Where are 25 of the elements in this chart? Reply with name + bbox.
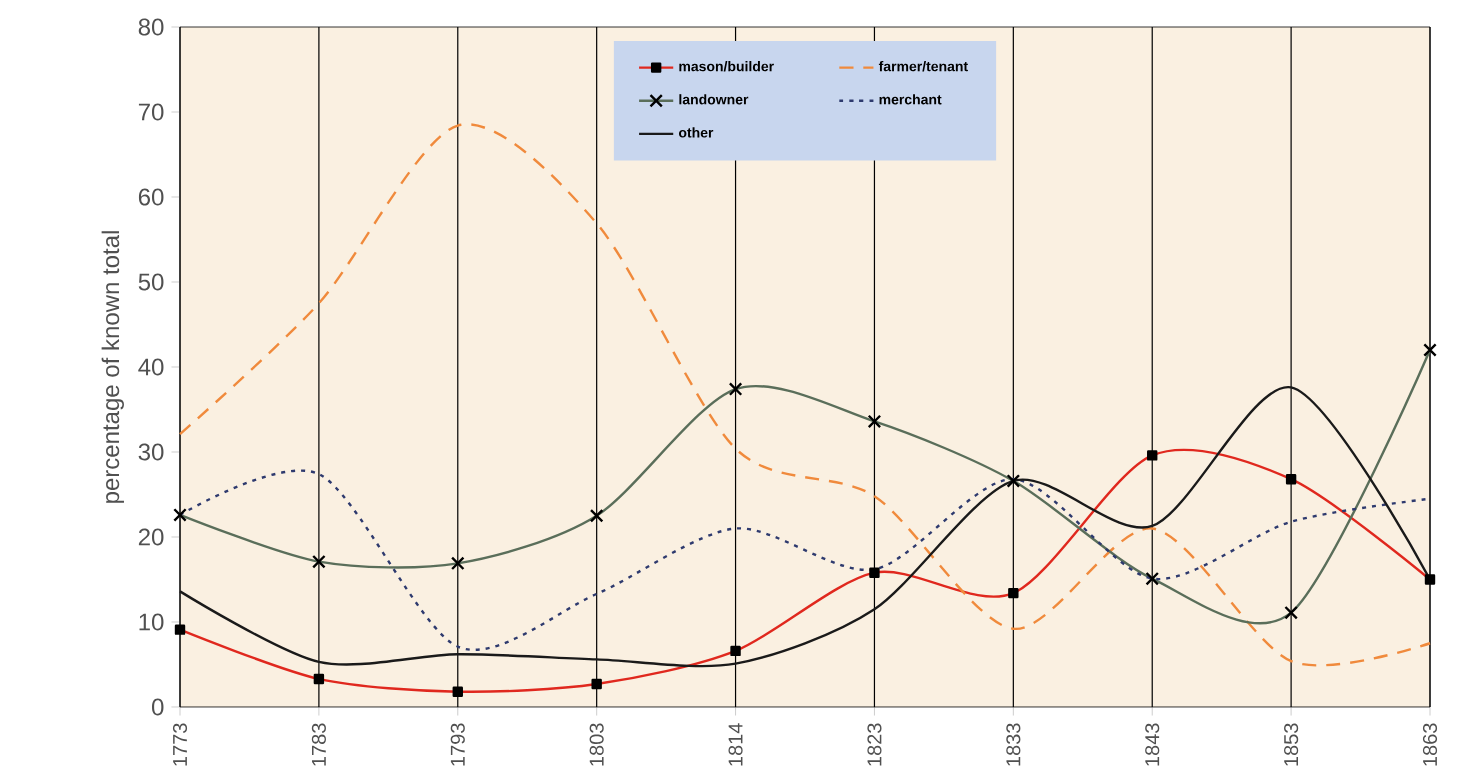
y-tick-label: 0 <box>152 698 164 716</box>
x-tick-label: 1814 <box>728 723 743 766</box>
y-tick-label: 60 <box>138 188 164 206</box>
y-tick-label: 10 <box>139 613 164 631</box>
y-tick-label: 80 <box>138 18 164 36</box>
y-tick-label: 40 <box>138 358 164 376</box>
y-tick-label: 70 <box>138 103 164 121</box>
legend-label: mason/builder <box>679 61 774 72</box>
y-tick-label: 20 <box>138 528 164 546</box>
x-tick-label: 1803 <box>589 723 604 766</box>
x-tick-label: 1783 <box>311 723 326 766</box>
y-axis-title: percentage of known total <box>101 231 124 503</box>
y-tick-label: 50 <box>138 273 164 291</box>
x-tick-label: 1853 <box>1284 723 1299 766</box>
x-tick-label: 1843 <box>1145 723 1160 766</box>
legend-label: farmer/tenant <box>878 61 968 72</box>
x-tick-label: 1793 <box>450 723 465 766</box>
x-tick-label: 1773 <box>172 723 188 766</box>
legend-label: other <box>678 127 714 138</box>
legend-label: merchant <box>879 94 942 105</box>
x-tick-label: 1823 <box>867 723 882 766</box>
x-tick-label: 1833 <box>1006 723 1021 766</box>
x-tick-label: 1863 <box>1422 723 1438 766</box>
legend-label: landowner <box>679 94 749 105</box>
y-tick-label: 30 <box>138 443 164 461</box>
